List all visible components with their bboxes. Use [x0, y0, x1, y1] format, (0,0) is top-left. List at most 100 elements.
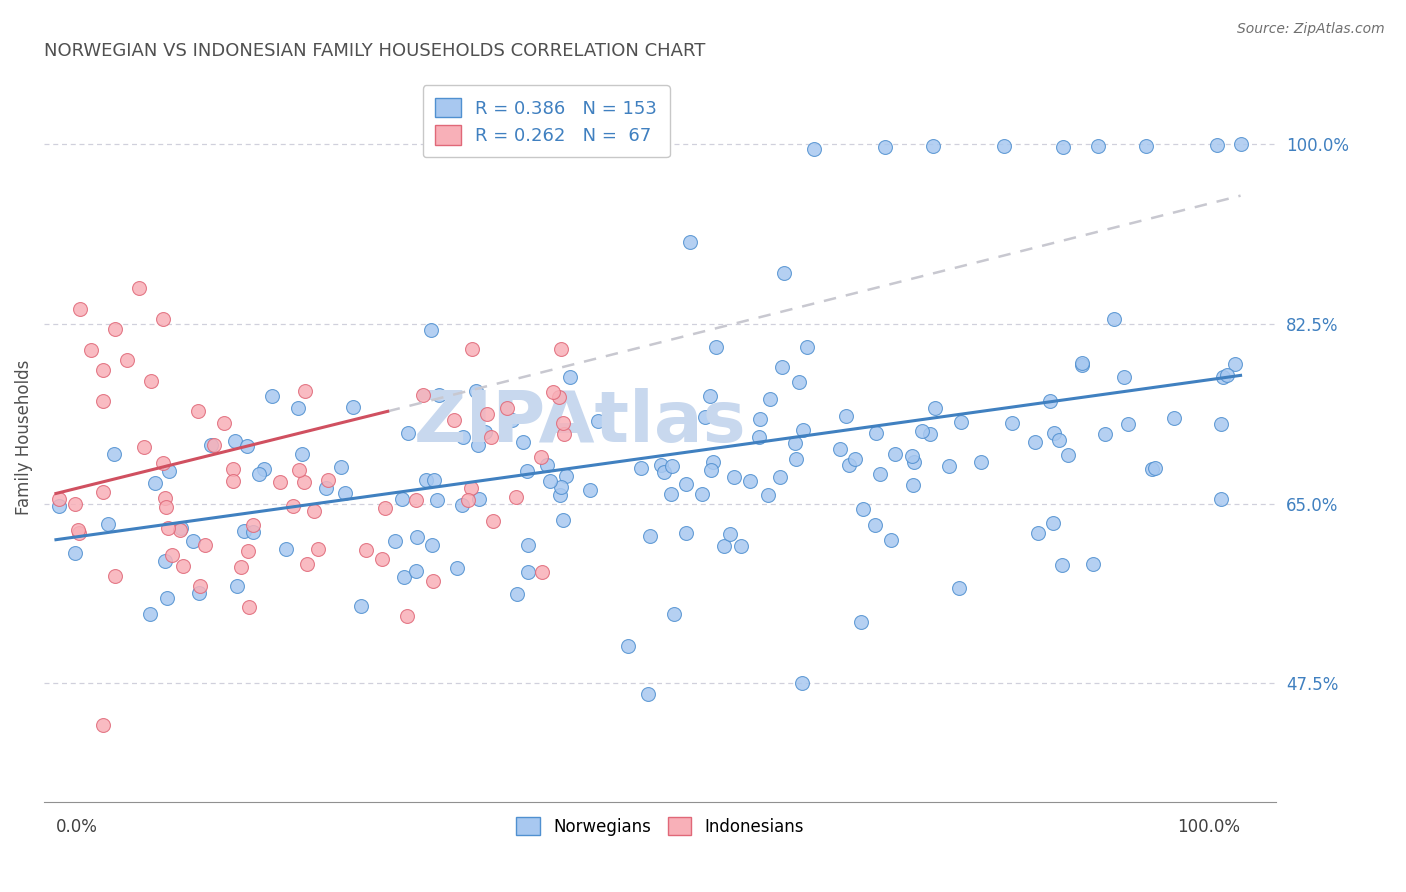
Point — [553, 427, 575, 442]
Point — [451, 498, 474, 512]
Point — [93, 363, 115, 377]
Point — [1001, 416, 1024, 430]
Point — [730, 539, 752, 553]
Point — [262, 389, 284, 403]
Point — [1087, 139, 1109, 153]
Point — [1039, 393, 1062, 408]
Point — [66, 524, 89, 538]
Point — [460, 481, 482, 495]
Point — [479, 430, 502, 444]
Point — [1052, 140, 1074, 154]
Point — [93, 717, 115, 731]
Point — [48, 499, 70, 513]
Point — [281, 500, 304, 514]
Point — [1042, 516, 1064, 530]
Point — [155, 591, 177, 605]
Point — [342, 401, 364, 415]
Point — [970, 455, 993, 469]
Point — [1223, 357, 1246, 371]
Point — [662, 607, 685, 622]
Point — [238, 599, 260, 614]
Point — [132, 440, 155, 454]
Point — [236, 544, 259, 558]
Point — [115, 353, 138, 368]
Point — [291, 447, 314, 461]
Point — [91, 484, 114, 499]
Point — [1104, 312, 1126, 326]
Point — [586, 414, 609, 428]
Point — [538, 474, 561, 488]
Point — [501, 412, 523, 426]
Point — [1081, 557, 1104, 571]
Point — [512, 434, 534, 449]
Point — [292, 475, 315, 490]
Point — [844, 452, 866, 467]
Point — [1143, 460, 1166, 475]
Point — [464, 384, 486, 398]
Point — [920, 427, 942, 442]
Point — [169, 523, 191, 537]
Point — [392, 570, 415, 584]
Point — [412, 388, 434, 402]
Point — [302, 504, 325, 518]
Point — [93, 394, 115, 409]
Point — [869, 467, 891, 481]
Point — [406, 530, 429, 544]
Point — [420, 538, 443, 552]
Point — [637, 687, 659, 701]
Point — [391, 491, 413, 506]
Text: Source: ZipAtlas.com: Source: ZipAtlas.com — [1237, 22, 1385, 37]
Point — [699, 388, 721, 402]
Point — [792, 676, 814, 690]
Point — [949, 416, 972, 430]
Point — [948, 582, 970, 596]
Point — [630, 460, 652, 475]
Point — [661, 458, 683, 473]
Text: ZIPAtlas: ZIPAtlas — [413, 388, 747, 457]
Point — [796, 340, 818, 354]
Point — [505, 491, 527, 505]
Point — [371, 551, 394, 566]
Point — [785, 436, 807, 450]
Point — [553, 513, 575, 527]
Point — [269, 475, 291, 490]
Point — [541, 384, 564, 399]
Point — [517, 565, 540, 579]
Point — [224, 434, 246, 448]
Point — [723, 470, 745, 484]
Point — [157, 521, 180, 535]
Point — [460, 342, 482, 356]
Point — [222, 462, 245, 476]
Point — [474, 425, 496, 439]
Point — [155, 500, 177, 514]
Point — [555, 469, 578, 483]
Point — [675, 526, 697, 541]
Point — [1050, 558, 1073, 573]
Point — [828, 442, 851, 457]
Point — [350, 599, 373, 613]
Point — [530, 450, 553, 464]
Point — [253, 462, 276, 476]
Point — [152, 312, 174, 326]
Point — [194, 538, 217, 552]
Point — [852, 502, 875, 516]
Point — [769, 470, 792, 484]
Point — [749, 411, 772, 425]
Point — [467, 438, 489, 452]
Point — [374, 501, 396, 516]
Point — [659, 486, 682, 500]
Point — [233, 524, 256, 538]
Point — [67, 526, 90, 541]
Point — [354, 542, 377, 557]
Point — [170, 521, 193, 535]
Point — [405, 493, 427, 508]
Point — [506, 587, 529, 601]
Text: NORWEGIAN VS INDONESIAN FAMILY HOUSEHOLDS CORRELATION CHART: NORWEGIAN VS INDONESIAN FAMILY HOUSEHOLD… — [44, 42, 706, 60]
Point — [153, 553, 176, 567]
Point — [548, 390, 571, 404]
Point — [785, 452, 807, 467]
Point — [468, 491, 491, 506]
Point — [770, 359, 793, 374]
Point — [748, 430, 770, 444]
Point — [880, 533, 903, 548]
